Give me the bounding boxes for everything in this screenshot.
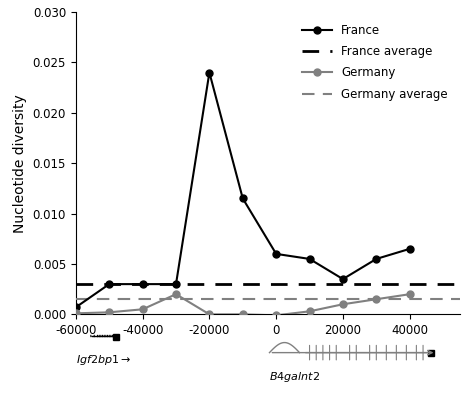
Germany [140, 307, 146, 312]
Y-axis label: Nucleotide diversity: Nucleotide diversity [13, 94, 27, 233]
France [340, 277, 346, 282]
France [106, 282, 112, 287]
France [207, 70, 212, 75]
Line: Germany: Germany [73, 291, 413, 319]
Germany [307, 309, 312, 314]
France [407, 247, 412, 251]
Germany [73, 311, 79, 316]
France [173, 282, 179, 287]
Text: $\mathit{Igf2bp1}$$\rightarrow$: $\mathit{Igf2bp1}$$\rightarrow$ [76, 353, 131, 367]
Germany [340, 302, 346, 307]
France [307, 257, 312, 262]
Text: $\mathit{B4galnt2}$: $\mathit{B4galnt2}$ [270, 370, 320, 384]
Germany [106, 310, 112, 315]
Line: France: France [73, 69, 413, 311]
Legend: France, France average, Germany, Germany average: France, France average, Germany, Germany… [297, 18, 454, 106]
Germany [207, 312, 212, 317]
France [374, 257, 379, 262]
Germany [374, 297, 379, 301]
Germany [407, 292, 412, 297]
France [240, 196, 246, 201]
France [73, 305, 79, 310]
Germany [240, 312, 246, 317]
France [140, 282, 146, 287]
Germany [273, 313, 279, 318]
Germany [173, 292, 179, 297]
France [273, 251, 279, 256]
